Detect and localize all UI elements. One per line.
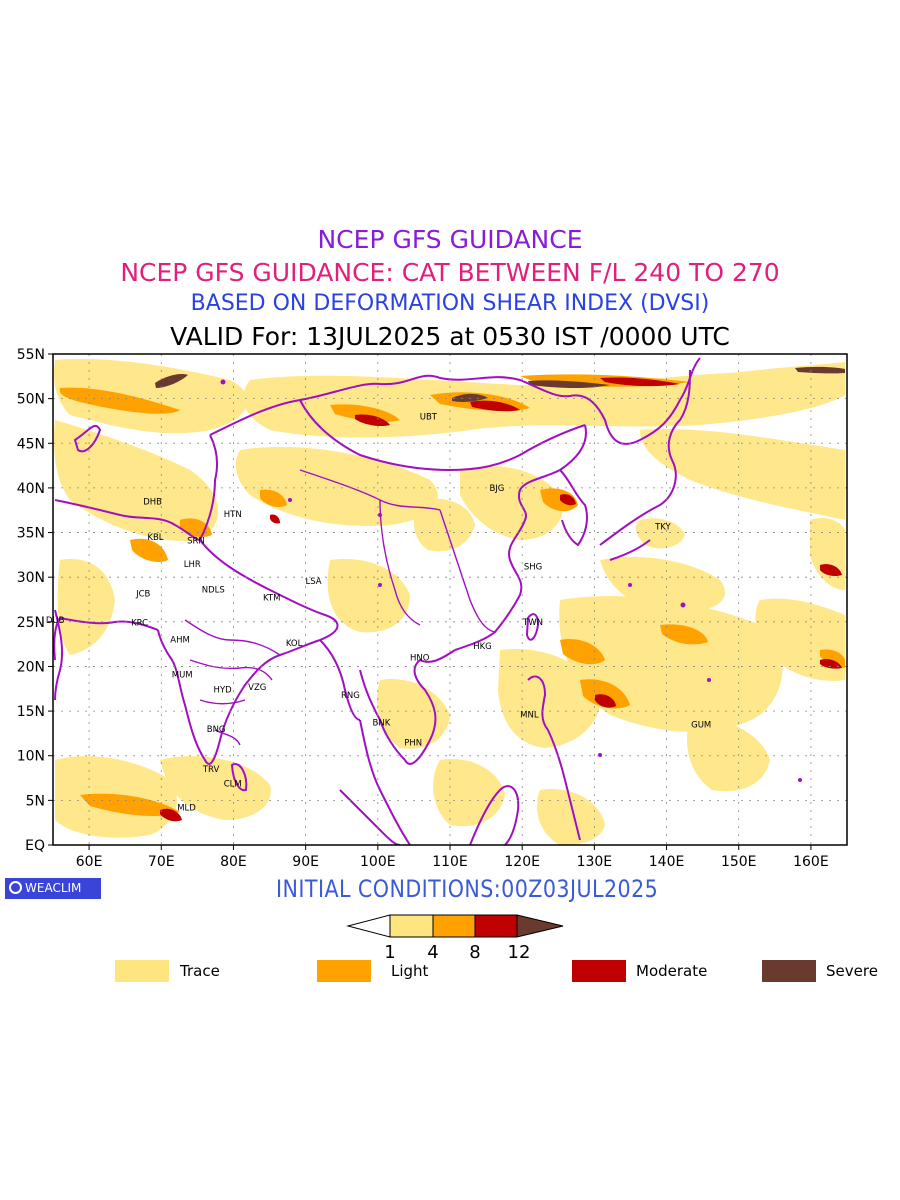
legend-swatch-trace (115, 960, 169, 982)
station-label-mld: MLD (177, 804, 196, 814)
title-line-1: NCEP GFS GUIDANCE (317, 225, 583, 254)
station-label-dub: DUB (46, 616, 65, 626)
station-label-ndls: NDLS (202, 586, 225, 596)
lat-tick-label: 25N (17, 615, 45, 631)
lon-tick-label: 70E (148, 854, 175, 870)
station-label-dhb: DHB (143, 497, 162, 507)
lon-tick-label: 90E (292, 854, 319, 870)
lat-tick-label: EQ (25, 838, 45, 854)
station-label-gum: GUM (691, 720, 711, 730)
title-line-2: NCEP GFS GUIDANCE: CAT BETWEEN F/L 240 T… (120, 258, 780, 287)
lat-tick-label: 20N (17, 659, 45, 675)
colorbar-tick-8: 8 (469, 942, 480, 963)
station-label-ahm: AHM (170, 636, 190, 646)
colorbar-moderate-bin (474, 914, 518, 938)
lat-tick-label: 45N (17, 436, 45, 452)
colorbar: 1 4 8 12 (346, 914, 564, 963)
colorbar-tick-12: 12 (508, 942, 531, 963)
station-label-vzg: VZG (248, 683, 266, 693)
lon-tick-label: 80E (220, 854, 247, 870)
lon-tick-label: 160E (793, 854, 829, 870)
lon-tick-label: 60E (76, 854, 103, 870)
lat-tick-label: 50N (17, 392, 45, 408)
lon-tick-label: 120E (504, 854, 540, 870)
lat-tick-label: 55N (17, 347, 45, 363)
station-label-tky: TKY (654, 522, 671, 532)
initial-conditions-label: INITIAL CONDITIONS:00Z03JUL2025 (276, 875, 659, 903)
station-label-ubt: UBT (420, 412, 438, 422)
lat-tick-label: 30N (17, 570, 45, 586)
colorbar-trace-bin (389, 914, 434, 938)
colorbar-tick-1: 1 (384, 942, 395, 963)
station-label-mum: MUM (172, 670, 193, 680)
station-labels: UBT BJG TKY SHG TWN HKG HNO RNG BNK PHN MNL GUM DHB H… (46, 412, 711, 813)
logo-text: WEACLIM (25, 881, 82, 895)
station-label-twn: TWN (522, 618, 543, 628)
station-label-trv: TRV (202, 765, 220, 775)
station-label-lhr: LHR (184, 560, 201, 570)
legend-label-severe: Severe (826, 962, 878, 980)
station-label-shg: SHG (524, 562, 542, 572)
weaclim-logo: WEACLIM (5, 878, 101, 899)
station-label-lsa: LSA (306, 577, 322, 587)
lat-tick-label: 10N (17, 749, 45, 765)
station-label-htn: HTN (224, 510, 242, 520)
station-label-kbl: KBL (147, 533, 163, 543)
lon-tick-label: 150E (721, 854, 757, 870)
coastlines-borders (53, 357, 701, 845)
lon-tick-label: 100E (360, 854, 396, 870)
legend-swatch-moderate (572, 960, 626, 982)
longitude-axis: 60E 70E 80E 90E 100E 110E 120E 130E 140E 150E 160E (76, 845, 829, 870)
lat-lon-grid (53, 354, 847, 845)
legend-label-light: Light (391, 962, 429, 980)
station-label-hyd: HYD (214, 686, 233, 696)
legend-swatch-light (317, 960, 371, 982)
station-label-mnl: MNL (520, 711, 539, 721)
station-label-kol: KOL (286, 639, 303, 649)
lon-tick-label: 130E (577, 854, 613, 870)
lat-tick-label: 40N (17, 481, 45, 497)
station-label-krc: KRC (131, 619, 148, 629)
legend-label-trace: Trace (180, 962, 220, 980)
station-label-phn: PHN (404, 738, 422, 748)
colorbar-tick-4: 4 (427, 942, 438, 963)
turbulence-shading-layer (53, 358, 846, 845)
station-label-hno: HNO (410, 654, 430, 664)
lon-tick-label: 140E (649, 854, 685, 870)
station-label-jcb: JCB (135, 589, 150, 599)
station-label-bng: BNG (207, 725, 226, 735)
station-label-bnk: BNK (373, 719, 391, 729)
station-label-hkg: HKG (473, 642, 492, 652)
latitude-axis: EQ 5N 10N 15N 20N 25N 30N 35N 40N 45N 50N 55N (17, 347, 53, 854)
colorbar-high-arrow (516, 914, 564, 938)
colorbar-low-arrow (346, 914, 391, 938)
valid-time-title: VALID For: 13JUL2025 at 0530 IST /0000 U… (170, 322, 730, 351)
legend-swatch-severe (762, 960, 816, 982)
station-label-bjg: BJG (489, 484, 504, 494)
legend-label-moderate: Moderate (636, 962, 708, 980)
lat-tick-label: 15N (17, 704, 45, 720)
station-label-ktm: KTM (263, 594, 280, 604)
copyright-icon (9, 881, 22, 894)
station-label-srn: SRN (187, 537, 205, 547)
lat-tick-label: 5N (26, 793, 45, 809)
colorbar-light-bin (432, 914, 476, 938)
lon-tick-label: 110E (432, 854, 468, 870)
station-label-clm: CLM (224, 779, 242, 789)
title-line-3: BASED ON DEFORMATION SHEAR INDEX (DVSI) (190, 291, 710, 316)
station-label-rng: RNG (341, 691, 360, 701)
lat-tick-label: 35N (17, 526, 45, 542)
